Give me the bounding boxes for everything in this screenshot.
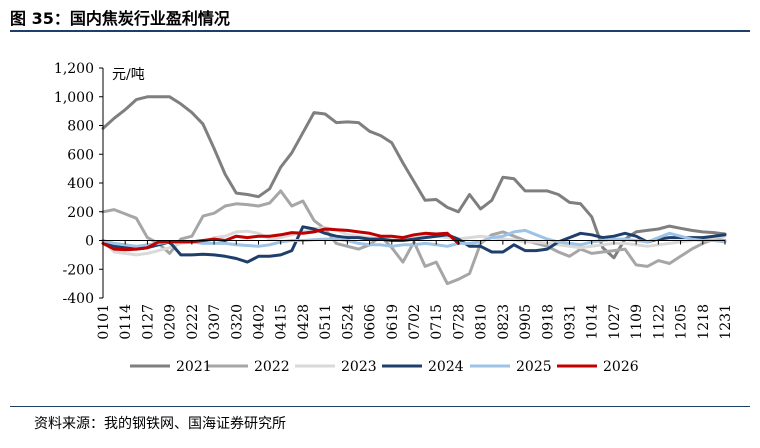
source-rule — [10, 406, 750, 407]
source-note: 资料来源：我的钢铁网、国海证券研究所 — [34, 416, 286, 432]
x-tick-label: 1218 — [696, 304, 712, 340]
title-rule — [10, 30, 750, 32]
legend: 2021 2022 2023 2024 2025 2026 — [130, 359, 639, 375]
y-tick-label: -200 — [63, 262, 94, 278]
x-tick-label: 0619 — [385, 304, 401, 340]
x-tick-label: 0810 — [474, 304, 490, 340]
x-tick-label: 0905 — [518, 304, 534, 340]
x-tick-label: 0715 — [429, 304, 445, 340]
x-tick-label: 0524 — [340, 304, 356, 340]
x-tick-label: 0320 — [229, 304, 245, 340]
x-tick-label: 0402 — [252, 304, 268, 340]
y-tick-label: 0 — [85, 234, 94, 250]
x-tick-label: 0728 — [451, 304, 467, 340]
x-tick-label: 1231 — [718, 304, 734, 340]
y-unit-label: 元/吨 — [112, 67, 145, 83]
x-tick-label: 1122 — [651, 304, 667, 340]
x-tick-label: 0209 — [163, 304, 179, 340]
x-tick-label: 0222 — [185, 304, 201, 340]
x-tick-label: 0823 — [496, 304, 512, 340]
legend-label-2025: 2025 — [516, 359, 552, 375]
x-tick-label: 0702 — [407, 304, 423, 340]
y-tick-label: 200 — [67, 205, 94, 221]
x-tick-label: 0931 — [563, 304, 579, 340]
y-tick-label: 800 — [67, 119, 94, 135]
legend-label-2022: 2022 — [254, 359, 290, 375]
x-tick-label: 0114 — [118, 304, 134, 340]
x-tick-label: 1205 — [674, 304, 690, 340]
legend-label-2023: 2023 — [341, 359, 377, 375]
y-tick-label: 400 — [67, 176, 94, 192]
legend-label-2021: 2021 — [176, 359, 212, 375]
x-tick-label: 0101 — [96, 304, 112, 340]
figure-title: 图 35：国内焦炭行业盈利情况 — [10, 9, 230, 28]
x-tick-label: 0606 — [363, 304, 379, 340]
x-tick-label: 0918 — [540, 304, 556, 340]
x-tick-label: 0307 — [207, 304, 223, 340]
series-line-2026 — [101, 227, 460, 252]
x-tick-label: 0511 — [318, 304, 334, 340]
y-tick-label: 1,000 — [54, 90, 94, 106]
x-tick-label: 0415 — [274, 304, 290, 340]
axes: -400 -200 0 200 400 600 800 1,000 1,200 0101 0114 0… — [54, 61, 734, 340]
x-tick-label: 1109 — [629, 304, 645, 340]
line-chart: -400 -200 0 200 400 600 800 1,000 1,200 0101 0114 0… — [54, 61, 734, 375]
series-line-2021 — [101, 95, 727, 260]
legend-label-2024: 2024 — [428, 359, 464, 375]
y-tick-label: 1,200 — [54, 61, 94, 77]
x-tick-label: 0428 — [296, 304, 312, 340]
y-tick-label: -400 — [63, 291, 94, 307]
x-tick-label: 1027 — [607, 304, 623, 340]
y-tick-label: 600 — [67, 147, 94, 163]
legend-label-2026: 2026 — [603, 359, 639, 375]
series-line-2025 — [101, 228, 727, 248]
series-line-2024 — [101, 225, 727, 264]
x-tick-label: 1014 — [585, 304, 601, 340]
x-tick-label: 0127 — [140, 304, 156, 340]
series-lines — [101, 95, 727, 286]
